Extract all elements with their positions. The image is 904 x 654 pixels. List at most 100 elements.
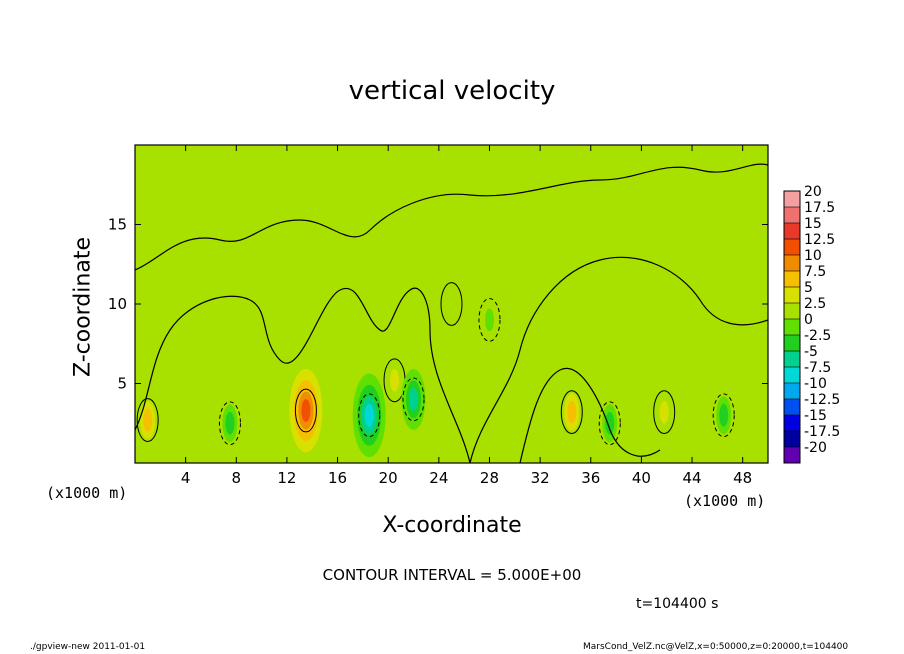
contour-line [358,393,381,438]
y-tick-label: 10 [108,295,127,313]
colorbar-label: 10 [804,248,822,264]
zero-contour [469,256,768,463]
field-feature [135,389,160,451]
feature-band [484,308,494,332]
x-tick-label: 36 [581,469,600,487]
colorbar-swatch [784,303,800,319]
colorbar-swatch [784,207,800,223]
feature-band [567,400,577,424]
chart-title: vertical velocity [348,76,556,106]
plot-area [135,145,768,463]
contour-line [598,401,621,446]
contour-line [440,282,463,326]
contour-line [560,390,583,435]
zero-contour [135,163,768,271]
feature-band [605,411,615,435]
y-tick-label: 5 [117,375,127,393]
y-axis-label: Z-coordinate [70,237,96,377]
contour-interval: CONTOUR INTERVAL = 5.000E+00 [322,566,582,584]
contour-line [478,298,501,342]
field-feature [598,401,621,446]
field-feature [401,369,426,430]
x-tick-label: 4 [181,469,191,487]
contour-line [218,401,241,446]
colorbar-label: -20 [804,440,827,456]
colorbar-swatch [784,399,800,415]
field-feature [653,390,676,435]
colorbar-swatch [784,287,800,303]
colorbar-swatch [784,335,800,351]
colorbar-label: 0 [804,312,813,328]
time-label: t=104400 s [636,596,719,612]
colorbar-swatch [784,431,800,447]
x-tick-label: 28 [480,469,499,487]
colorbar-swatch [784,383,800,399]
colorbar-swatch [784,367,800,383]
colorbar-swatch [784,319,800,335]
footer-left: ./gpview-new 2011-01-01 [30,642,146,652]
field-feature [559,381,584,443]
colorbar-label: 7.5 [804,264,826,280]
colorbar-swatch [784,191,800,207]
colorbar-label: -10 [804,376,827,392]
feature-band [409,388,419,411]
colorbar-swatch [784,255,800,271]
colorbar-swatch [784,447,800,463]
field-feature [383,358,406,403]
zero-contour [135,287,471,463]
contour-line [712,393,735,438]
x-tick-label: 16 [328,469,347,487]
x-unit-label-left: (x1000 m) [46,484,128,502]
y-tick-label: 15 [108,216,127,234]
contour-line [653,390,676,435]
zero-contour [519,367,661,463]
colorbar-label: -7.5 [804,360,831,376]
x-axis-label: X-coordinate [382,513,522,538]
field-feature [478,298,501,342]
colorbar: 2017.51512.5107.552.50-2.5-5-7.5-10-12.5… [783,184,840,464]
x-tick-label: 48 [733,469,752,487]
footer-right: MarsCond_VelZ.nc@VelZ,x=0:50000,z=0:2000… [583,642,849,652]
colorbar-swatch [784,271,800,287]
feature-band [225,411,235,435]
field-feature [712,393,735,438]
x-tick-label: 44 [682,469,701,487]
feature-band [719,403,729,427]
colorbar-label: -17.5 [804,424,840,440]
field-feature [352,373,386,458]
feature-band [447,292,456,316]
colorbar-label: 12.5 [804,232,835,248]
x-tick-label: 24 [429,469,448,487]
contour-line [402,377,425,422]
x-tick-label: 32 [531,469,550,487]
colorbar-swatch [784,351,800,367]
feature-band [301,399,311,422]
feature-band [390,368,400,392]
x-unit-label-right: (x1000 m) [684,492,766,510]
colorbar-label: 17.5 [804,200,835,216]
colorbar-label: -12.5 [804,392,840,408]
feature-band [143,408,153,432]
x-tick-label: 12 [277,469,296,487]
field-feature [440,282,463,326]
field-feature [275,334,336,463]
x-tick-label: 20 [379,469,398,487]
colorbar-label: 2.5 [804,296,826,312]
colorbar-label: -5 [804,344,818,360]
colorbar-swatch [784,239,800,255]
feature-band [364,403,374,427]
feature-band [659,400,669,424]
colorbar-label: -15 [804,408,827,424]
colorbar-label: 20 [804,184,822,200]
colorbar-swatch [784,223,800,239]
contour-line [294,388,317,433]
field-feature [218,401,241,446]
colorbar-swatch [784,415,800,431]
contour-line [136,398,159,442]
colorbar-label: 15 [804,216,822,232]
x-tick-label: 8 [232,469,242,487]
colorbar-label: 5 [804,280,813,296]
colorbar-label: -2.5 [804,328,831,344]
